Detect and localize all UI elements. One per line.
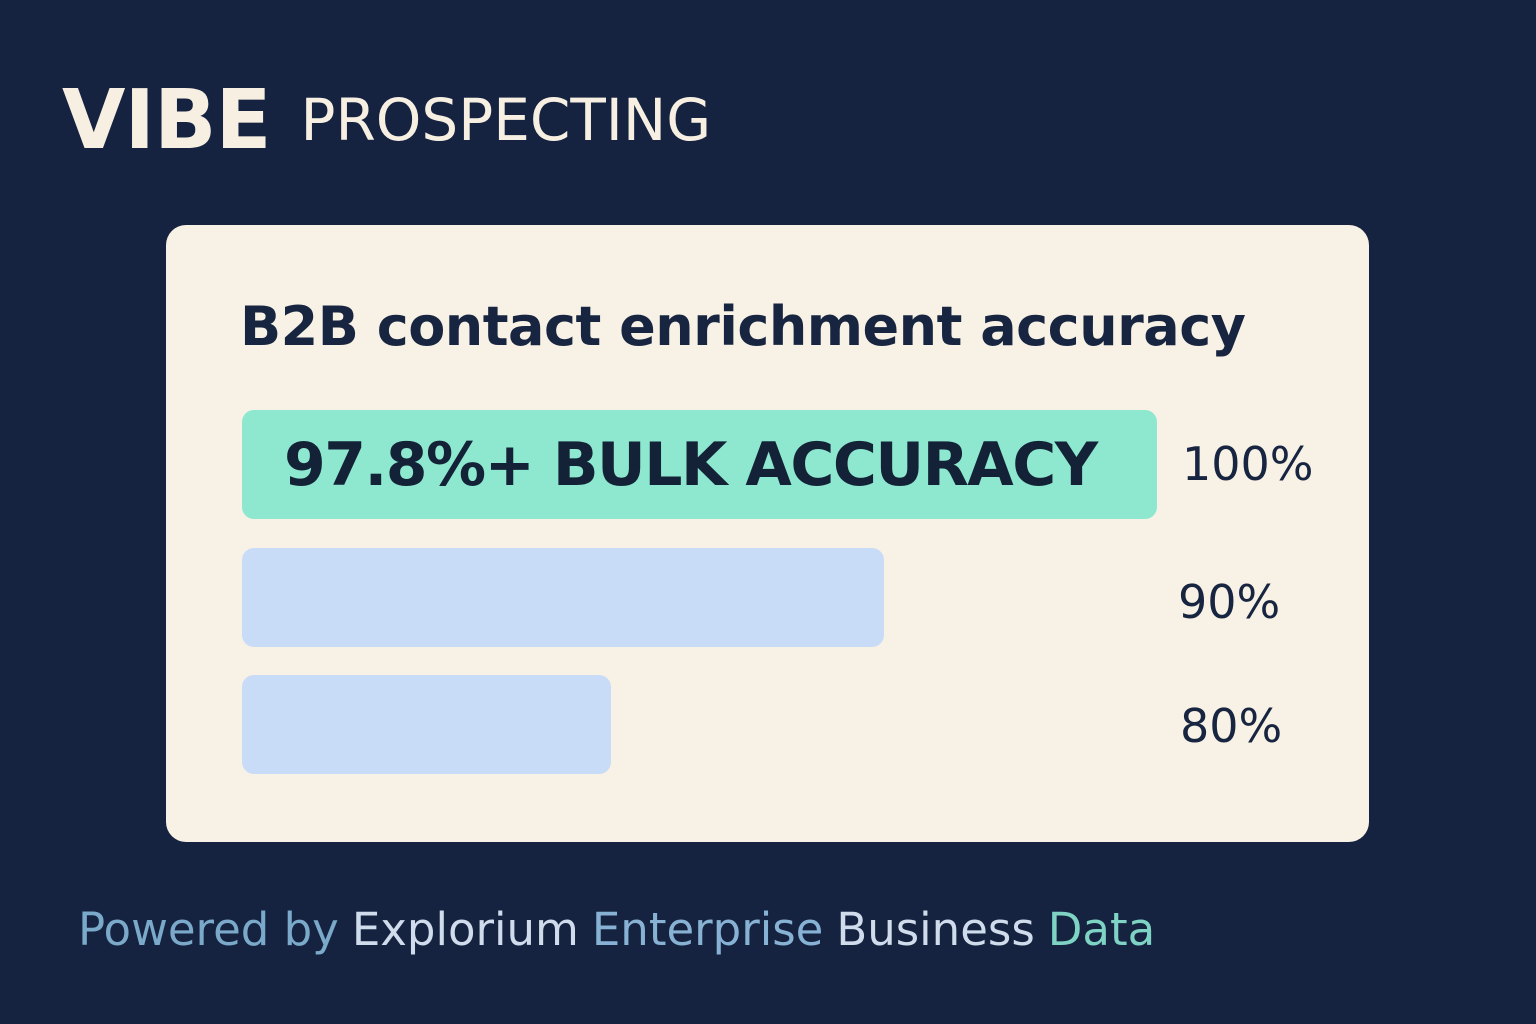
brand-logo: VIBE PROSPECTING	[62, 70, 711, 170]
footer-tagline: Powered by Explorium Enterprise Business Dat…	[78, 903, 1168, 956]
footer-word: Explorium	[351, 903, 579, 956]
footer-word: Enterprise	[591, 903, 824, 956]
value-tick-label: 90%	[1178, 575, 1281, 629]
footer-word: Powered by	[78, 903, 339, 956]
bar	[242, 675, 611, 774]
footer-word: Data	[1047, 903, 1156, 956]
bar-highlight: 97.8%+ BULK ACCURACY	[242, 410, 1157, 519]
chart-card: B2B contact enrichment accuracy 97.8%+ B…	[166, 225, 1369, 842]
brand-primary: VIBE	[62, 72, 271, 168]
brand-secondary: PROSPECTING	[300, 86, 712, 154]
bar-label: 97.8%+ BULK ACCURACY	[284, 429, 1098, 500]
bar	[242, 548, 884, 647]
chart-title: B2B contact enrichment accuracy	[240, 295, 1246, 358]
value-tick-label: 80%	[1180, 699, 1283, 753]
value-tick-label: 100%	[1182, 437, 1314, 491]
footer-word: Business	[836, 903, 1035, 956]
